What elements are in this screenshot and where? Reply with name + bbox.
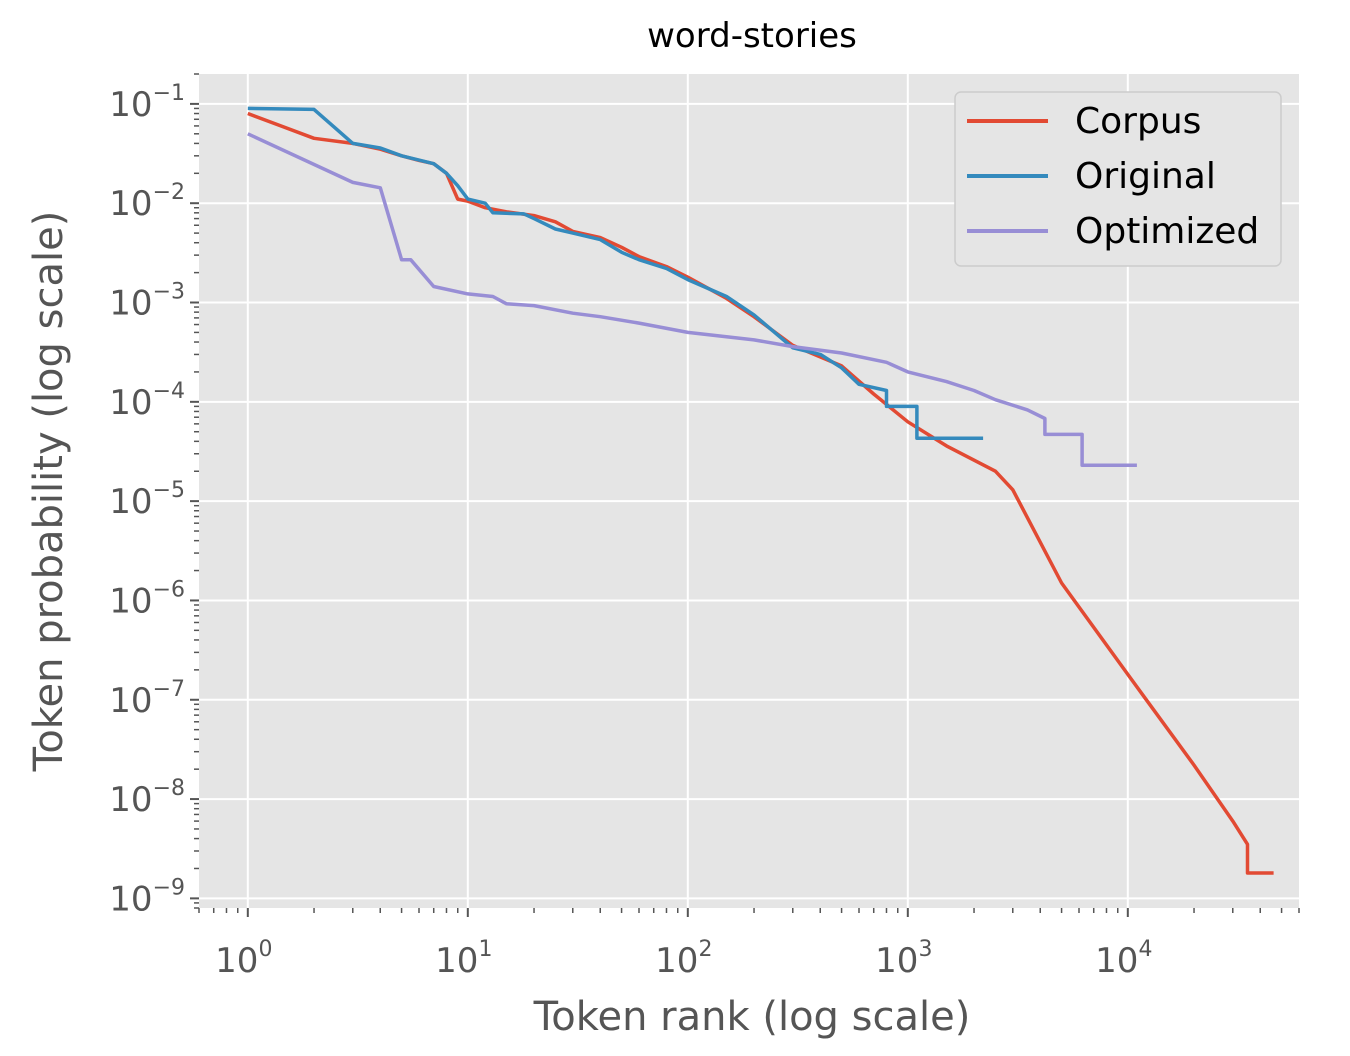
x-tick-label: 104 [1095, 937, 1152, 981]
y-tick-label: 10−9 [109, 875, 185, 919]
y-tick-label: 10−7 [109, 677, 185, 721]
legend-label-original: Original [1075, 156, 1216, 197]
y-axis-label: Token probability (log scale) [26, 211, 72, 773]
legend: Corpus Original Optimized [954, 91, 1282, 267]
x-axis: 100 101 102 103 104 [215, 908, 1152, 981]
y-tick-label: 10−3 [109, 280, 185, 324]
y-tick-label: 10−6 [109, 577, 185, 621]
chart-title: word-stories [647, 16, 857, 56]
series-line-optimized [247, 132, 1137, 467]
legend-box [954, 91, 1282, 267]
minor-ticks [194, 73, 1300, 913]
legend-label-optimized: Optimized [1075, 211, 1259, 252]
x-tick-label: 103 [875, 937, 932, 981]
y-tick-label: 10−2 [109, 180, 185, 224]
x-axis-label: Token rank (log scale) [533, 994, 971, 1040]
y-tick-label: 10−5 [109, 478, 185, 522]
series-line-original [247, 106, 984, 440]
y-axis: 10−1 10−2 10−3 10−4 10−5 10−6 10−7 10−8 10−9 [109, 81, 199, 919]
y-tick-label: 10−8 [109, 776, 185, 820]
legend-label-corpus: Corpus [1075, 101, 1201, 142]
grid [199, 74, 1299, 908]
x-tick-label: 102 [655, 937, 712, 981]
x-tick-label: 100 [215, 937, 272, 981]
y-tick-label: 10−1 [109, 81, 185, 125]
y-tick-label: 10−4 [109, 379, 185, 423]
x-tick-label: 101 [435, 937, 492, 981]
series-layer [247, 106, 1274, 875]
